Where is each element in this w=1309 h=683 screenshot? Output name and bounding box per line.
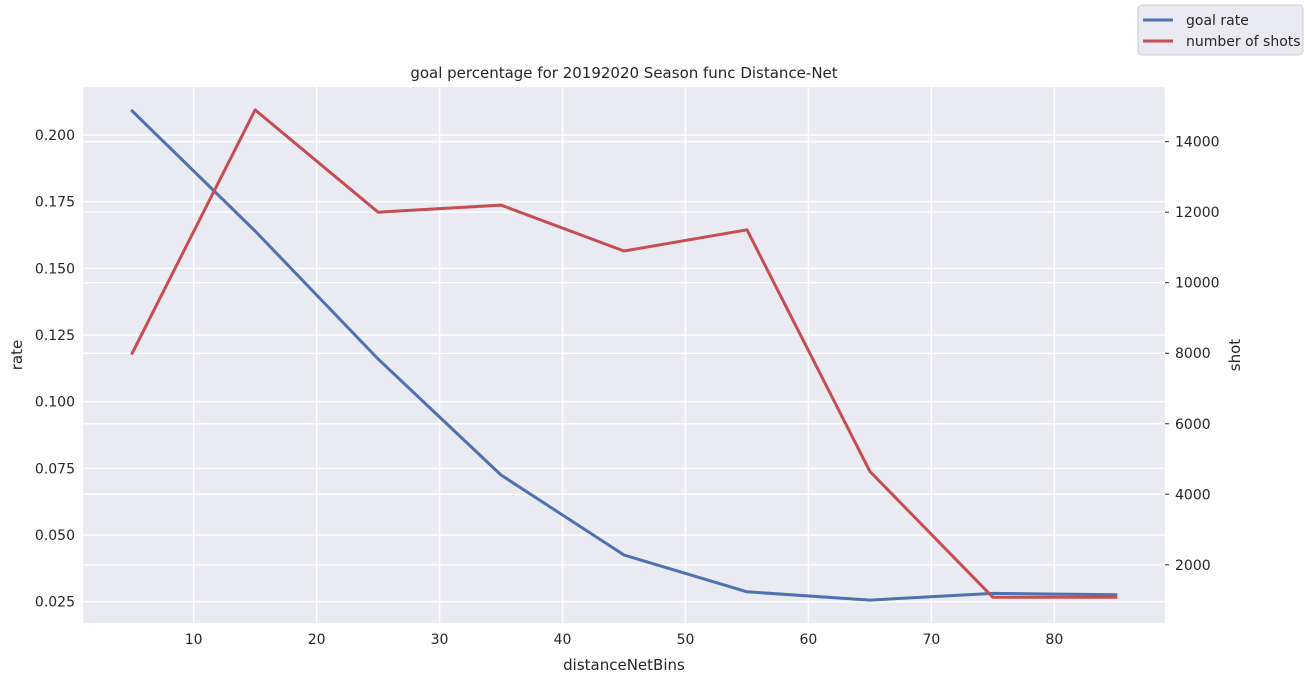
y-left-tick-label: 0.025 <box>35 595 75 611</box>
series-line-number-of-shots <box>130 108 1118 599</box>
x-tick-label: 30 <box>431 632 449 648</box>
y-left-tick-label: 0.175 <box>35 195 75 211</box>
grid <box>83 87 1165 623</box>
y-left-tick-label: 0.125 <box>35 328 75 344</box>
legend-label-number-of-shots: number of shots <box>1186 34 1301 50</box>
y-right-tick-label: 12000 <box>1175 205 1220 221</box>
legend: goal rate number of shots <box>1137 4 1304 56</box>
y-right-tick-label: 2000 <box>1175 558 1211 574</box>
x-tick-label: 70 <box>922 632 940 648</box>
legend-box <box>1137 4 1304 56</box>
y-left-tick-label: 0.200 <box>35 128 75 144</box>
y-axis-right-title: shot <box>1226 339 1244 371</box>
y-right-tick-label: 6000 <box>1175 417 1211 433</box>
x-tick-label: 40 <box>554 632 572 648</box>
series-line-goal-rate <box>130 108 1118 602</box>
x-tick-label: 10 <box>185 632 203 648</box>
y-right-tick-label: 10000 <box>1175 276 1220 292</box>
x-tick-label: 20 <box>308 632 326 648</box>
x-tick-label: 50 <box>677 632 695 648</box>
y-axis-left-title: rate <box>8 340 26 370</box>
x-axis-title: distanceNetBins <box>563 656 685 674</box>
chart-title: goal percentage for 20192020 Season func… <box>410 64 837 82</box>
y-left-tick-label: 0.150 <box>35 261 75 277</box>
y-left-tick-label: 0.050 <box>35 528 75 544</box>
y-right-tick-label: 14000 <box>1175 135 1220 151</box>
ticks: 10 20 30 40 50 60 70 80 0.025 0.050 0.075 0.100 0.12… <box>35 128 1220 648</box>
x-tick-label: 80 <box>1045 632 1063 648</box>
y-right-tick-label: 8000 <box>1175 346 1211 362</box>
legend-label-goal-rate: goal rate <box>1186 13 1249 29</box>
x-tick-label: 60 <box>800 632 818 648</box>
plot-area <box>83 87 1165 623</box>
y-right-tick-label: 4000 <box>1175 487 1211 503</box>
y-left-tick-label: 0.100 <box>35 395 75 411</box>
y-left-tick-label: 0.075 <box>35 461 75 477</box>
series-layer <box>130 108 1118 602</box>
